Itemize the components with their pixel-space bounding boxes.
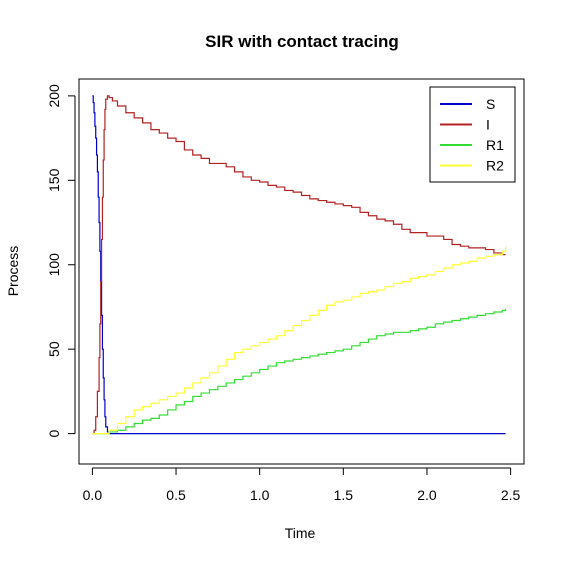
x-tick-label: 2.0 [417,487,437,503]
y-tick-label: 0 [46,430,62,438]
x-axis: 0.0 0.5 1.0 1.5 2.0 2.5 [83,467,521,503]
y-axis-label: Process [5,246,21,297]
x-axis-label: Time [285,525,316,541]
plot-area-border [78,78,525,465]
series-line-r1 [92,308,507,435]
y-tick-label: 50 [46,341,62,357]
y-tick-label: 100 [46,253,62,277]
legend-label-r2: R2 [486,157,504,173]
legend: SI R1 R2 [429,86,516,183]
series-line-r2 [92,246,507,435]
legend-label-r1: R1 [486,137,504,153]
x-tick-label: 0.0 [83,487,103,503]
series-layer [92,95,507,435]
x-tick-label: 1.0 [250,487,270,503]
y-axis: 0 50 100 150 200 [46,84,76,438]
legend-label-s: S [486,96,495,112]
series-line-s [92,95,506,435]
legend-label-i: I [486,116,490,132]
x-tick-label: 2.5 [501,487,521,503]
chart-title: SIR with contact tracing [205,32,399,51]
series-line-i [92,95,506,435]
y-tick-label: 150 [46,168,62,192]
x-tick-label: 1.5 [334,487,354,503]
y-tick-label: 200 [46,84,62,108]
x-tick-label: 0.5 [166,487,186,503]
